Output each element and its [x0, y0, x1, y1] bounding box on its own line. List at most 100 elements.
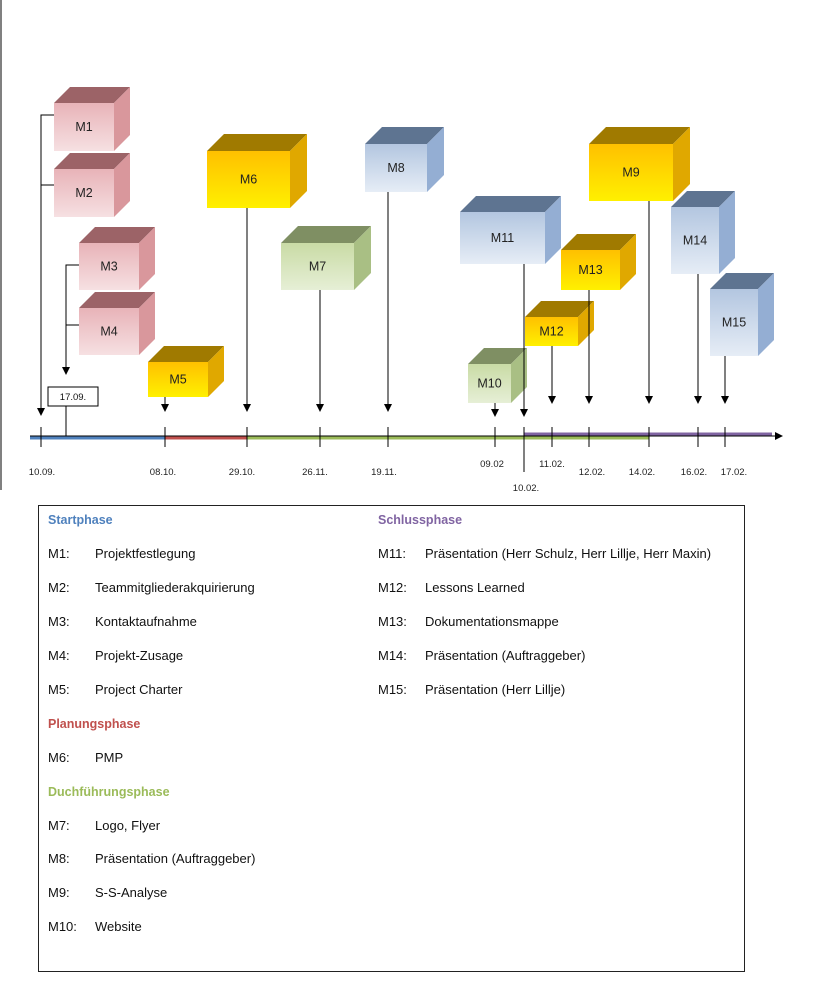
- legend-item-id: M15:: [378, 682, 407, 697]
- cube-label-m9: M9: [622, 166, 639, 180]
- cube-side-face: [114, 153, 130, 217]
- date-label: 10.02.: [513, 483, 539, 494]
- cube-top-face: [281, 226, 371, 243]
- legend-item-text: Präsentation (Herr Schulz, Herr Lillje, …: [425, 546, 712, 561]
- milestone-cube-m10: M10: [468, 348, 527, 403]
- legend-item-text: S-S-Analyse: [95, 885, 168, 900]
- legend-item-text: Lessons Learned: [425, 580, 525, 595]
- cube-front-face: [468, 364, 511, 403]
- cube-side-face: [354, 226, 371, 290]
- milestone-legend: Startphase M1: Projektfestlegung M2: Teamm…: [38, 505, 745, 972]
- cube-side-face: [511, 348, 527, 403]
- milestone-cube-m4: M4: [79, 292, 155, 355]
- cube-front-face: [79, 308, 139, 355]
- cube-front-face: [460, 212, 545, 264]
- legend-item-id: M7:: [48, 818, 70, 833]
- milestone-timeline-diagram: M1 M2 M3 M4 M5 M6 M7 M8 M9 M10 M11 M12 M13 M14 M15 17.…: [0, 0, 783, 494]
- cube-side-face: [139, 227, 155, 290]
- cube-label-m10: M10: [477, 377, 501, 391]
- date-label: 11.02.: [539, 459, 565, 470]
- legend-item-text: Teammitgliederakquirierung: [95, 580, 255, 595]
- date-label: 09.02: [480, 459, 504, 470]
- milestone-cube-m15: M15: [710, 273, 774, 356]
- cube-side-face: [578, 301, 594, 346]
- cube-top-face: [54, 87, 130, 103]
- legend-item-text: Logo, Flyer: [95, 818, 161, 833]
- date-label: 26.11.: [302, 467, 328, 478]
- cube-top-face: [710, 273, 774, 289]
- cube-label-m8: M8: [387, 161, 404, 175]
- cube-label-m13: M13: [578, 263, 602, 277]
- legend-title-startphase: Startphase: [48, 513, 113, 527]
- legend-item-text: Dokumentationsmappe: [425, 614, 559, 629]
- timeline-ticks: [40, 427, 726, 472]
- cube-side-face: [673, 127, 690, 201]
- cube-label-m11: M11: [491, 231, 514, 245]
- cube-top-face: [148, 346, 224, 362]
- cube-front-face: [281, 243, 354, 290]
- milestone-cube-m13: M13: [561, 234, 636, 290]
- legend-item-id: M10:: [48, 919, 77, 934]
- legend-item-text: Project Charter: [95, 682, 183, 697]
- cube-top-face: [79, 227, 155, 243]
- start-marker-box: [47, 386, 99, 407]
- legend-item-text: Projekt-Zusage: [95, 648, 184, 663]
- cube-front-face: [589, 144, 673, 201]
- legend-item-id: M12:: [378, 580, 407, 595]
- date-label: 16.02.: [681, 467, 707, 478]
- cube-label-m7: M7: [309, 260, 326, 274]
- milestone-cube-m12: M12: [525, 301, 594, 346]
- legend-item-id: M14:: [378, 648, 407, 663]
- cube-front-face: [671, 207, 719, 274]
- cube-label-m3: M3: [100, 260, 117, 274]
- cube-label-m6: M6: [240, 173, 257, 187]
- legend-item-text: Kontaktaufnahme: [95, 614, 197, 629]
- milestone-cube-m1: M1: [54, 87, 130, 151]
- milestone-cube-m11: M11: [460, 196, 561, 264]
- milestone-cube-m3: M3: [79, 227, 155, 290]
- legend-item-text: Projektfestlegung: [95, 546, 196, 561]
- milestone-cube-m6: M6: [207, 134, 307, 208]
- start-marker-label: 17.09.: [60, 392, 86, 403]
- legend-title-planungsphase: Planungsphase: [48, 717, 141, 731]
- milestone-cube-m14: M14: [671, 191, 735, 274]
- milestone-cube-m2: M2: [54, 153, 130, 217]
- date-label: 17.02.: [721, 467, 747, 478]
- connector-m1: [37, 114, 54, 416]
- cube-top-face: [207, 134, 307, 151]
- legend-title-schlussphase: Schlussphase: [378, 513, 463, 527]
- cube-front-face: [525, 317, 578, 346]
- cube-side-face: [114, 87, 130, 151]
- cube-top-face: [671, 191, 735, 207]
- cube-top-face: [460, 196, 561, 212]
- legend-item-id: M11:: [378, 546, 406, 561]
- legend-item-id: M1:: [48, 546, 70, 561]
- cube-front-face: [54, 103, 114, 151]
- cube-front-face: [79, 243, 139, 290]
- milestone-cube-m8: M8: [365, 127, 444, 192]
- date-label: 29.10.: [229, 467, 255, 478]
- milestone-cubes: M1 M2 M3 M4 M5 M6 M7 M8 M9 M10 M11 M12 M13 M14 M15: [54, 87, 774, 403]
- cube-top-face: [468, 348, 527, 364]
- cube-front-face: [148, 362, 208, 397]
- legend-item-id: M5:: [48, 682, 70, 697]
- cube-front-face: [365, 144, 427, 192]
- legend-item-id: M4:: [48, 648, 70, 663]
- date-label: 08.10.: [150, 467, 176, 478]
- legend-item-id: M3:: [48, 614, 70, 629]
- cube-side-face: [208, 346, 224, 397]
- date-label: 10.09.: [29, 467, 55, 478]
- connector-m3: [62, 264, 79, 375]
- cube-front-face: [561, 250, 620, 290]
- milestone-arrows: [161, 192, 729, 417]
- cube-side-face: [758, 273, 774, 356]
- date-label: 14.02.: [629, 467, 655, 478]
- cube-label-m4: M4: [100, 325, 117, 339]
- cube-side-face: [620, 234, 636, 290]
- cube-top-face: [54, 153, 130, 169]
- legend-item-id: M13:: [378, 614, 407, 629]
- cube-label-m15: M15: [722, 316, 746, 330]
- cube-top-face: [79, 292, 155, 308]
- cube-side-face: [427, 127, 444, 192]
- cube-top-face: [561, 234, 636, 250]
